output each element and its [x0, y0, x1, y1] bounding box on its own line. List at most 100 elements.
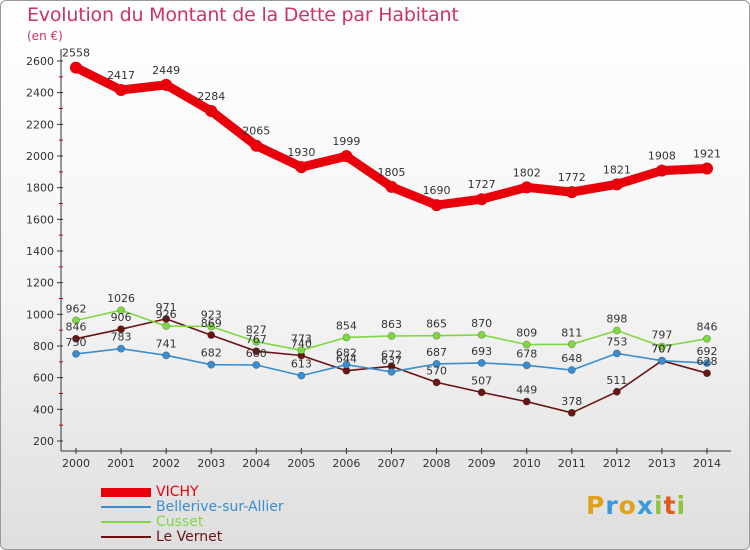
y-tick-label: 800 [33, 340, 54, 353]
logo-letter: o [618, 491, 637, 520]
data-point [703, 359, 711, 367]
data-point [658, 356, 666, 365]
y-tick-label: 1800 [26, 182, 54, 195]
data-point [567, 366, 576, 374]
data-point [207, 322, 216, 331]
data-point [115, 83, 128, 96]
data-point [430, 199, 443, 212]
data-label-le-vernet: 570 [426, 364, 447, 377]
data-label-cusset: 846 [697, 321, 718, 334]
logo-letter: i [654, 491, 664, 520]
data-point [567, 340, 576, 349]
data-label-bellerive-sur-allier: 692 [697, 345, 718, 358]
x-tick-label: 2010 [513, 457, 541, 470]
data-point [432, 359, 441, 368]
data-point [477, 388, 486, 397]
x-tick-label: 2009 [468, 457, 496, 470]
legend-label: VICHY [156, 484, 199, 500]
data-label-le-vernet: 511 [606, 374, 627, 387]
data-point [703, 334, 711, 343]
data-label-cusset: 1026 [107, 292, 135, 305]
legend-swatch [101, 506, 151, 508]
data-point [658, 342, 666, 351]
y-tick-label: 2200 [26, 118, 54, 131]
data-label-cusset: 811 [561, 326, 582, 339]
logo-letter: r [605, 491, 619, 520]
y-tick-label: 1400 [26, 245, 54, 258]
series-le-vernet [72, 315, 711, 417]
data-point [252, 337, 261, 346]
logo-letter: i [676, 491, 687, 520]
legend-swatch [101, 487, 151, 497]
y-tick-label: 600 [33, 372, 54, 385]
data-label-bellerive-sur-allier: 707 [651, 343, 672, 356]
data-label-le-vernet: 846 [66, 321, 87, 334]
data-label-vichy: 2558 [62, 47, 90, 60]
data-label-bellerive-sur-allier: 680 [246, 347, 267, 360]
data-label-cusset: 865 [426, 318, 447, 331]
data-label-bellerive-sur-allier: 750 [66, 336, 87, 349]
data-point [342, 333, 351, 342]
data-label-vichy: 1802 [513, 166, 541, 179]
data-label-bellerive-sur-allier: 693 [471, 345, 492, 358]
data-point [655, 164, 668, 177]
x-tick-label: 2014 [693, 457, 721, 470]
data-point [432, 331, 441, 340]
data-point [701, 162, 713, 175]
data-label-vichy: 1727 [468, 178, 496, 191]
y-tick-label: 1600 [26, 213, 54, 226]
data-point [70, 61, 82, 74]
data-label-le-vernet: 869 [201, 317, 222, 330]
data-label-bellerive-sur-allier: 741 [156, 337, 177, 350]
x-tick-label: 2007 [378, 457, 406, 470]
data-point [252, 347, 261, 356]
y-tick-label: 200 [33, 435, 54, 448]
data-point [252, 361, 261, 369]
x-tick-label: 2008 [423, 457, 451, 470]
data-label-le-vernet: 740 [291, 338, 312, 351]
data-label-le-vernet: 707 [651, 343, 672, 356]
data-label-cusset: 923 [201, 309, 222, 322]
x-tick-label: 2001 [107, 457, 135, 470]
data-point [72, 334, 80, 343]
data-point [297, 371, 306, 380]
data-label-cusset: 809 [516, 327, 537, 340]
logo-letter: x [636, 491, 654, 520]
legend-label: Le Vernet [156, 529, 223, 545]
legend-swatch [101, 536, 151, 538]
x-tick-label: 2013 [648, 457, 676, 470]
data-point [205, 105, 218, 118]
data-point [387, 367, 396, 376]
legend-label: Cusset [156, 514, 204, 530]
data-label-vichy: 1930 [287, 146, 315, 159]
data-label-vichy: 1908 [648, 150, 676, 163]
data-point [297, 346, 306, 355]
data-label-bellerive-sur-allier: 648 [561, 352, 582, 365]
data-point [477, 359, 486, 367]
data-point [72, 350, 80, 358]
x-tick-label: 2005 [287, 457, 315, 470]
logo-letter: t [663, 491, 677, 520]
data-label-bellerive-sur-allier: 682 [201, 347, 222, 360]
data-point [342, 360, 351, 369]
data-label-vichy: 1821 [603, 163, 631, 176]
data-label-vichy: 2449 [152, 64, 180, 77]
data-label-vichy: 1772 [558, 171, 586, 184]
data-point [567, 408, 576, 417]
data-point [612, 326, 621, 335]
data-point [522, 340, 531, 349]
data-label-cusset: 898 [606, 312, 627, 325]
data-point [522, 361, 531, 370]
data-label-cusset: 926 [156, 308, 177, 321]
data-label-vichy: 2065 [242, 125, 270, 138]
series-vichy [70, 61, 713, 212]
data-label-vichy: 1999 [332, 135, 360, 148]
data-point [250, 139, 263, 152]
data-point [565, 186, 578, 199]
data-label-vichy: 1921 [693, 148, 721, 161]
data-point [340, 150, 353, 163]
data-label-le-vernet: 971 [156, 301, 177, 314]
data-label-vichy: 2284 [197, 90, 225, 103]
data-label-bellerive-sur-allier: 678 [516, 347, 537, 360]
